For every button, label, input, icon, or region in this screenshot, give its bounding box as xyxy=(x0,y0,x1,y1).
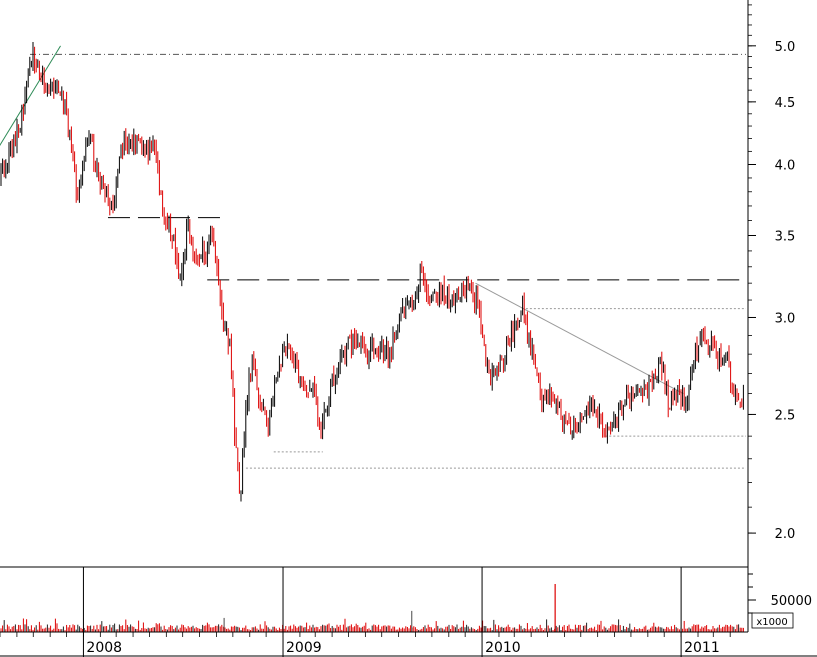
volume-unit-box xyxy=(751,612,794,629)
price-candles xyxy=(0,41,744,502)
year-label: 2008 xyxy=(86,640,122,656)
volume-bars xyxy=(0,584,744,632)
price-tick-label: 3.0 xyxy=(775,311,796,326)
trend-line xyxy=(0,45,61,147)
volume-unit-label: x1000 xyxy=(756,617,787,628)
year-label: 2010 xyxy=(485,640,521,656)
volume-axis-ticks: 50000 x1000 xyxy=(748,573,812,629)
price-tick-label: 2.5 xyxy=(775,408,796,423)
volume-tick-label: 50000 xyxy=(771,594,812,609)
price-tick-label: 2.0 xyxy=(775,527,796,542)
price-tick-label: 4.0 xyxy=(775,158,796,173)
price-axis-ticks: 2.0 2.5 3.0 3.5 4.0 4.5 5.0 xyxy=(748,4,796,542)
price-tick-label: 3.5 xyxy=(775,230,796,245)
date-axis: 2008 2009 2010 2011 xyxy=(0,567,731,657)
year-label: 2009 xyxy=(286,640,322,656)
price-tick-label: 4.5 xyxy=(775,96,796,111)
price-tick-label: 5.0 xyxy=(775,40,796,55)
year-label: 2011 xyxy=(684,640,720,656)
support-resistance-lines xyxy=(29,53,746,469)
